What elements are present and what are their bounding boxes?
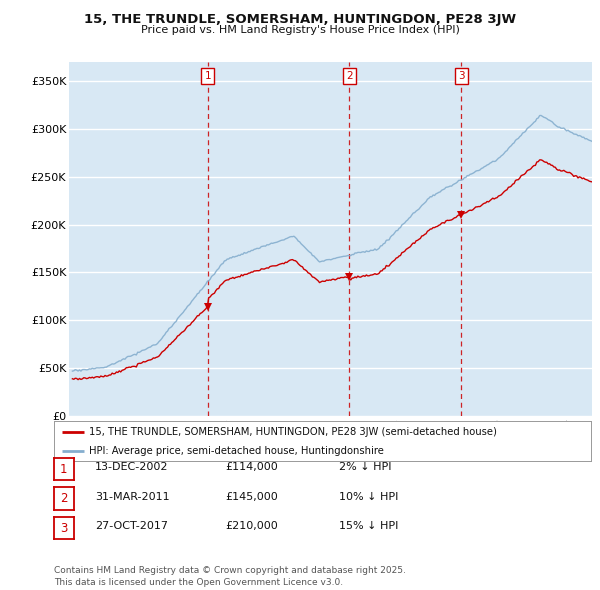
Text: £114,000: £114,000 <box>225 463 278 472</box>
Text: 1: 1 <box>60 463 68 476</box>
Text: 13-DEC-2002: 13-DEC-2002 <box>95 463 168 472</box>
Text: 3: 3 <box>60 522 68 535</box>
Text: £145,000: £145,000 <box>225 492 278 502</box>
Text: 31-MAR-2011: 31-MAR-2011 <box>95 492 169 502</box>
Text: 2% ↓ HPI: 2% ↓ HPI <box>339 463 391 472</box>
Text: Price paid vs. HM Land Registry's House Price Index (HPI): Price paid vs. HM Land Registry's House … <box>140 25 460 35</box>
Text: 2: 2 <box>60 492 68 505</box>
Text: Contains HM Land Registry data © Crown copyright and database right 2025.
This d: Contains HM Land Registry data © Crown c… <box>54 566 406 587</box>
Text: 15, THE TRUNDLE, SOMERSHAM, HUNTINGDON, PE28 3JW (semi-detached house): 15, THE TRUNDLE, SOMERSHAM, HUNTINGDON, … <box>89 427 497 437</box>
Text: 3: 3 <box>458 71 465 81</box>
Text: 27-OCT-2017: 27-OCT-2017 <box>95 522 168 531</box>
Text: £210,000: £210,000 <box>225 522 278 531</box>
Text: 15, THE TRUNDLE, SOMERSHAM, HUNTINGDON, PE28 3JW: 15, THE TRUNDLE, SOMERSHAM, HUNTINGDON, … <box>84 13 516 26</box>
Text: 1: 1 <box>205 71 211 81</box>
Text: 10% ↓ HPI: 10% ↓ HPI <box>339 492 398 502</box>
Text: 15% ↓ HPI: 15% ↓ HPI <box>339 522 398 531</box>
Text: HPI: Average price, semi-detached house, Huntingdonshire: HPI: Average price, semi-detached house,… <box>89 445 384 455</box>
Text: 2: 2 <box>346 71 353 81</box>
